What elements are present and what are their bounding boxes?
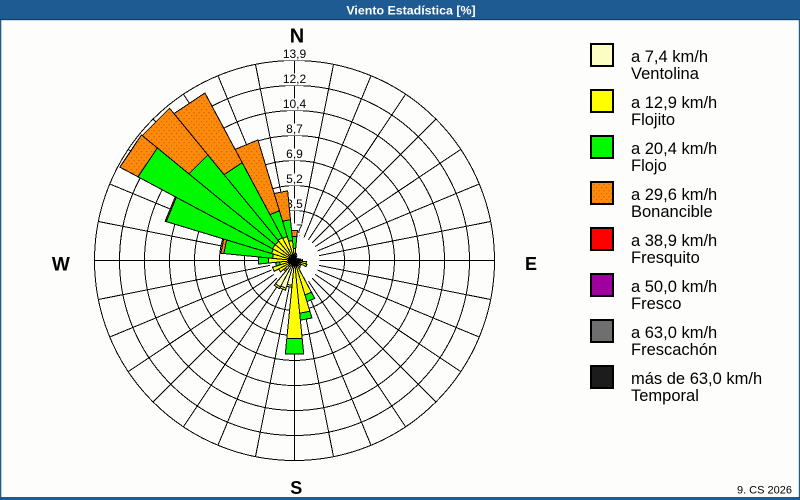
svg-text:Fresco: Fresco (631, 295, 681, 313)
svg-text:a 29,6 km/h: a 29,6 km/h (631, 186, 717, 204)
svg-text:a 7,4 km/h: a 7,4 km/h (631, 48, 708, 66)
svg-text:10,4: 10,4 (283, 97, 307, 111)
svg-text:Ventolina: Ventolina (631, 65, 700, 83)
svg-text:a 12,9 km/h: a 12,9 km/h (631, 94, 717, 112)
svg-text:Flojito: Flojito (631, 111, 675, 129)
svg-text:9. CS 2026: 9. CS 2026 (737, 485, 792, 497)
svg-text:Fresquito: Fresquito (631, 249, 700, 267)
svg-text:5,2: 5,2 (286, 172, 303, 186)
svg-text:Flojo: Flojo (631, 157, 667, 175)
svg-text:a 63,0 km/h: a 63,0 km/h (631, 324, 717, 342)
svg-text:8,7: 8,7 (286, 122, 303, 136)
svg-text:E: E (525, 254, 537, 274)
svg-text:Viento Estadística [%]: Viento Estadística [%] (346, 3, 475, 17)
svg-text:Temporal: Temporal (631, 387, 699, 405)
svg-text:más de 63,0 km/h: más de 63,0 km/h (631, 370, 762, 388)
svg-text:Frescachón: Frescachón (631, 341, 717, 359)
svg-text:W: W (52, 254, 70, 275)
svg-text:3,5: 3,5 (286, 197, 303, 211)
svg-text:N: N (290, 26, 304, 48)
svg-text:Bonancible: Bonancible (631, 203, 713, 221)
svg-text:S: S (290, 478, 302, 498)
svg-text:12,2: 12,2 (283, 72, 307, 86)
svg-text:a 20,4 km/h: a 20,4 km/h (631, 140, 717, 158)
svg-text:a 50,0 km/h: a 50,0 km/h (631, 278, 717, 296)
svg-text:6,9: 6,9 (286, 147, 303, 161)
svg-text:13,9: 13,9 (283, 47, 307, 61)
svg-text:a 38,9 km/h: a 38,9 km/h (631, 232, 717, 250)
